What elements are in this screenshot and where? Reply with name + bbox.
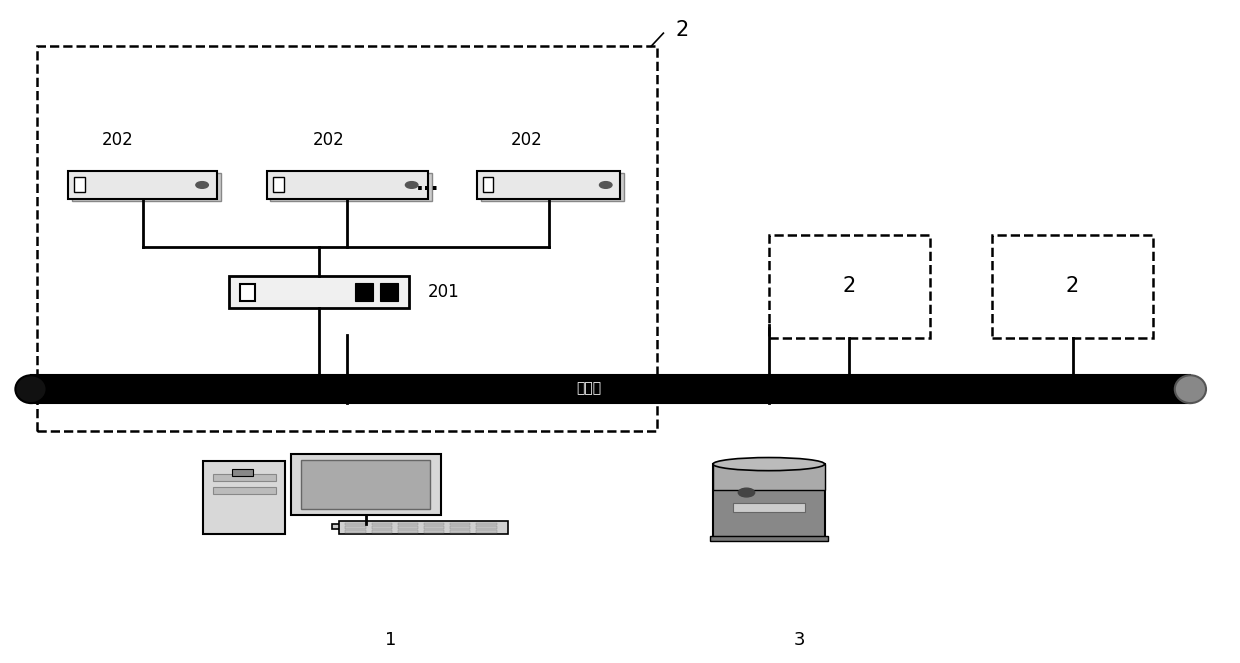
- Bar: [290, 454, 440, 515]
- Bar: [477, 171, 620, 199]
- Bar: [769, 235, 930, 338]
- Ellipse shape: [713, 457, 825, 471]
- Bar: [355, 284, 373, 301]
- Bar: [372, 526, 392, 529]
- Bar: [372, 530, 392, 533]
- Text: 2: 2: [843, 276, 856, 296]
- Bar: [713, 464, 825, 537]
- Bar: [450, 522, 470, 526]
- Bar: [381, 284, 398, 301]
- Bar: [345, 530, 366, 533]
- Bar: [213, 487, 275, 495]
- Bar: [476, 522, 497, 526]
- Text: 202: 202: [312, 131, 345, 149]
- Bar: [398, 526, 418, 529]
- Circle shape: [738, 488, 755, 497]
- Bar: [31, 375, 1190, 403]
- Bar: [345, 526, 366, 529]
- Bar: [232, 469, 253, 476]
- Bar: [398, 522, 418, 526]
- Bar: [229, 276, 409, 308]
- Text: ...: ...: [415, 174, 440, 194]
- Bar: [267, 171, 428, 199]
- Bar: [450, 530, 470, 533]
- Bar: [273, 177, 284, 192]
- Text: 2: 2: [1066, 276, 1079, 296]
- Bar: [424, 526, 444, 529]
- Bar: [68, 171, 217, 199]
- Bar: [241, 284, 254, 301]
- Text: 201: 201: [428, 282, 460, 301]
- Text: 1: 1: [384, 631, 397, 649]
- Bar: [332, 524, 399, 528]
- Bar: [339, 521, 507, 534]
- Text: 202: 202: [511, 131, 543, 149]
- Text: 3: 3: [794, 631, 806, 649]
- Bar: [270, 173, 432, 201]
- Ellipse shape: [15, 375, 47, 403]
- Bar: [476, 526, 497, 529]
- Bar: [72, 173, 221, 201]
- Text: 2: 2: [676, 20, 689, 40]
- Bar: [345, 522, 366, 526]
- Bar: [424, 530, 444, 533]
- Text: 以太网: 以太网: [577, 381, 601, 396]
- Bar: [992, 235, 1153, 338]
- Bar: [203, 461, 285, 534]
- Bar: [450, 526, 470, 529]
- Ellipse shape: [1174, 375, 1207, 403]
- Bar: [713, 464, 825, 489]
- Bar: [709, 536, 828, 542]
- Bar: [74, 177, 84, 192]
- Bar: [424, 522, 444, 526]
- Bar: [398, 530, 418, 533]
- Circle shape: [599, 182, 613, 188]
- Bar: [481, 173, 624, 201]
- Bar: [484, 177, 494, 192]
- Circle shape: [196, 182, 208, 188]
- Bar: [213, 474, 275, 481]
- Text: 202: 202: [102, 131, 134, 149]
- Bar: [372, 522, 392, 526]
- Bar: [733, 503, 805, 512]
- Bar: [37, 46, 657, 431]
- Bar: [301, 460, 430, 509]
- Bar: [476, 530, 497, 533]
- Circle shape: [405, 182, 418, 188]
